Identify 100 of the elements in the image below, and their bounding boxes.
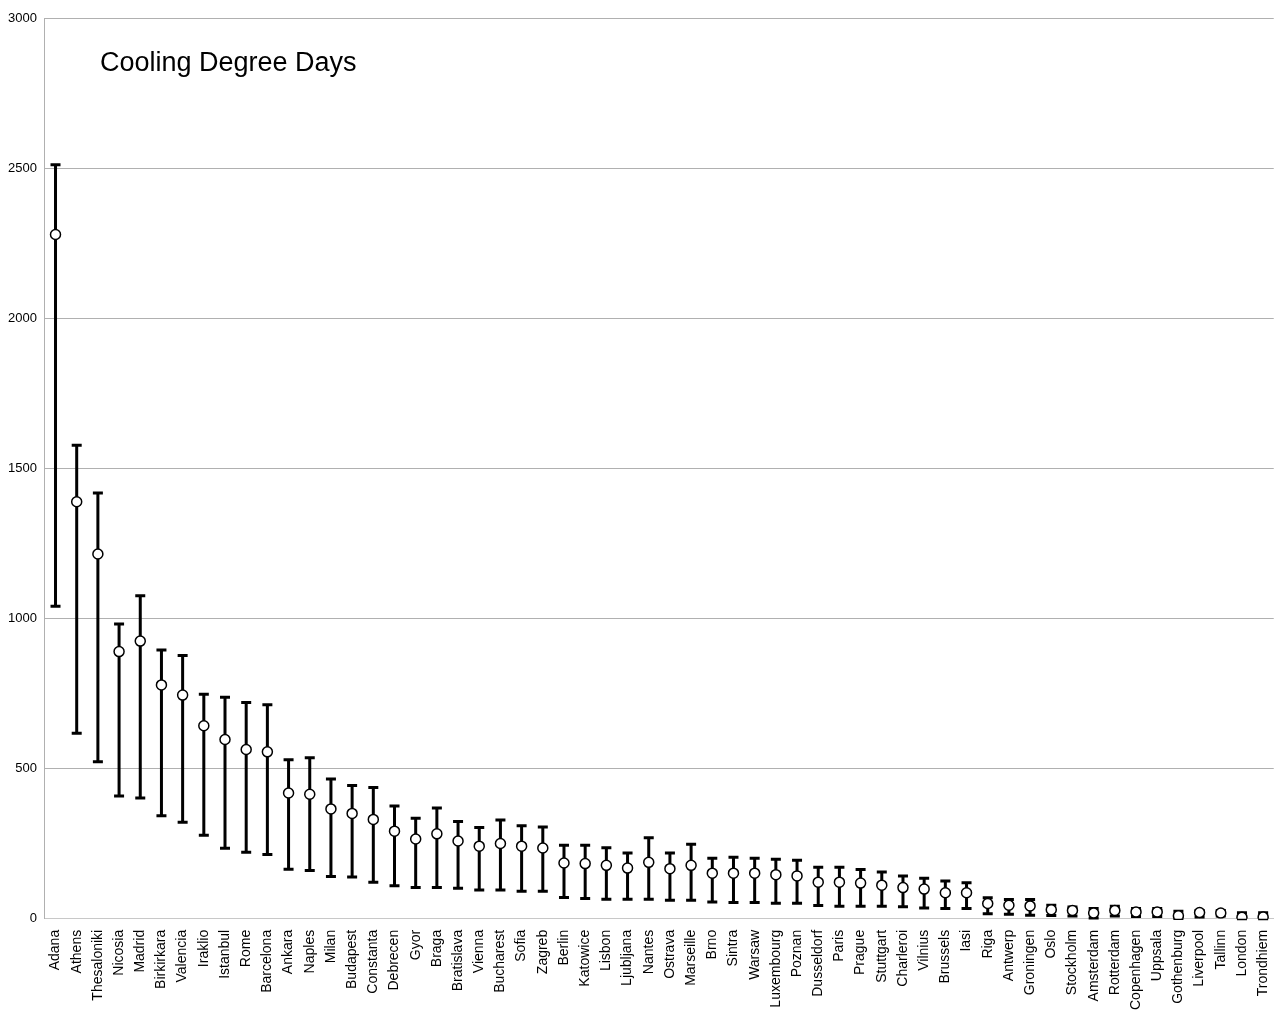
point <box>155 679 168 691</box>
point <box>325 803 337 815</box>
point <box>219 733 231 746</box>
y-tick-label: 1500 <box>8 459 37 475</box>
x-tick-label: Ankara <box>279 929 296 975</box>
x-tick-label: Madrid <box>131 929 148 973</box>
x-tick-label: Liverpool <box>1190 929 1207 987</box>
x-tick-label: Gothenburg <box>1169 929 1186 1004</box>
x-tick-label: Uppsala <box>1148 929 1165 982</box>
x-tick-label: Bucharest <box>491 929 508 993</box>
point <box>388 825 401 837</box>
point <box>452 835 464 847</box>
x-tick-label: Milan <box>321 929 338 964</box>
x-tick-label: Ostrava <box>660 929 677 979</box>
x-tick-label: Katowice <box>576 929 593 987</box>
x-tick-label: Barcelona <box>258 929 275 993</box>
x-tick-label: Stockholm <box>1063 929 1080 996</box>
x-tick-label: Budapest <box>342 929 359 989</box>
point <box>600 859 613 872</box>
point <box>748 867 761 879</box>
point <box>92 548 104 560</box>
point <box>621 862 634 874</box>
x-tick-label: Rome <box>237 929 254 968</box>
x-tick-label: Paris <box>830 929 847 962</box>
x-tick-label: Berlin <box>554 929 571 966</box>
y-tick-label: 3000 <box>8 9 37 25</box>
point <box>240 743 252 756</box>
point <box>367 813 380 826</box>
point <box>685 859 697 872</box>
x-tick-label: Naples <box>300 929 317 974</box>
point <box>897 881 909 894</box>
x-tick-label: Gyor <box>406 929 423 961</box>
point <box>198 719 210 732</box>
point <box>706 867 719 879</box>
x-tick-label: Valencia <box>173 929 190 983</box>
x-tick-label: Sintra <box>724 929 741 967</box>
x-tick-label: Dusseldorf <box>809 929 826 997</box>
x-tick-label: Oslo <box>1042 929 1059 959</box>
x-tick-label: Debrecen <box>385 929 402 991</box>
x-tick-label: Brno <box>703 929 720 960</box>
x-tick-label: Vienna <box>470 929 487 974</box>
x-tick-label: Stuttgart <box>872 929 889 983</box>
point <box>409 833 422 845</box>
x-tick-label: Adana <box>46 929 63 971</box>
x-tick-label: Sofia <box>512 929 529 962</box>
point <box>261 746 274 758</box>
point <box>770 868 782 881</box>
x-tick-label: Nicosia <box>109 929 126 976</box>
x-tick-label: Vilnius <box>915 929 932 971</box>
x-tick-label: Charleroi <box>893 929 910 987</box>
x-tick-label: Trondhiem <box>1254 929 1270 997</box>
x-tick-label: Iasi <box>957 929 974 952</box>
x-tick-label: Lisbon <box>597 929 614 972</box>
point <box>515 840 528 852</box>
point <box>664 862 676 875</box>
point <box>960 886 973 899</box>
y-tick-label: 0 <box>29 910 37 926</box>
point <box>1024 900 1036 912</box>
x-tick-label: Bratislava <box>448 929 465 992</box>
point <box>939 886 952 899</box>
point <box>134 635 147 647</box>
x-tick-label: Luxembourg <box>766 929 783 1008</box>
point <box>431 828 443 840</box>
point <box>642 856 655 869</box>
x-tick-label: Thesaloniki <box>88 929 105 1001</box>
x-tick-label: Poznan <box>787 929 804 978</box>
point <box>537 842 549 854</box>
y-tick-label: 500 <box>15 760 37 776</box>
point <box>70 495 83 508</box>
y-tick-label: 2000 <box>8 309 37 325</box>
x-tick-label: Athens <box>67 929 84 974</box>
x-tick-label: Tallinn <box>1211 929 1228 970</box>
x-tick-label: Warsaw <box>745 928 762 980</box>
point <box>727 867 740 879</box>
point <box>981 897 994 910</box>
point <box>494 837 507 850</box>
point <box>113 645 125 658</box>
x-tick-label: Antwerp <box>999 929 1016 982</box>
y-tick-label: 1000 <box>8 610 37 626</box>
x-tick-label: Zagreb <box>533 929 550 975</box>
point <box>854 877 867 889</box>
x-tick-label: Prague <box>851 929 868 975</box>
point <box>833 876 846 888</box>
point <box>282 787 295 799</box>
x-tick-label: Groningen <box>1020 929 1037 996</box>
x-tick-label: Iraklio <box>194 929 211 968</box>
y-tick-label: 2500 <box>8 159 37 175</box>
point <box>876 879 888 891</box>
x-tick-label: Istanbul <box>215 929 232 979</box>
x-tick-label: Copenhagen <box>1126 929 1143 1010</box>
point <box>1003 899 1015 912</box>
point <box>176 689 189 701</box>
point <box>304 788 316 800</box>
x-tick-label: Birkirkara <box>152 929 169 989</box>
point <box>49 228 62 241</box>
x-tick-label: Marseille <box>681 929 698 986</box>
text: Cooling Degree Days <box>99 46 357 77</box>
point <box>579 857 591 870</box>
x-tick-label: London <box>1232 929 1249 977</box>
point <box>346 807 358 820</box>
